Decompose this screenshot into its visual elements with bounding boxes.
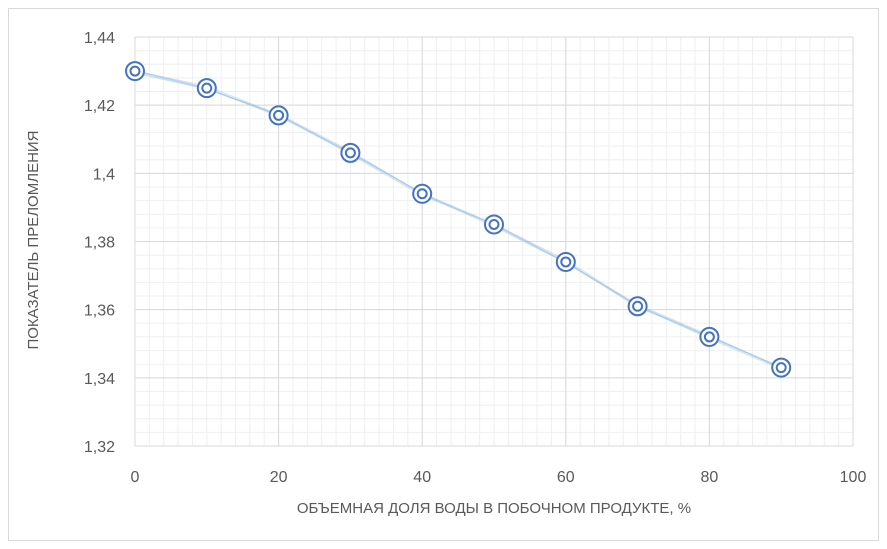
data-point-marker-inner (416, 188, 428, 200)
data-point-marker (196, 78, 217, 99)
y-tick-label: 1,4 (93, 166, 115, 183)
series-line (134, 70, 782, 369)
data-point-marker-inner (488, 218, 500, 230)
y-tick-label: 1,42 (84, 98, 115, 115)
x-tick-label: 40 (413, 469, 431, 486)
x-tick-label: 0 (131, 469, 140, 486)
data-point-marker (555, 251, 576, 272)
data-point-marker (484, 214, 504, 235)
chart-frame (8, 8, 879, 541)
data-point-marker (412, 183, 433, 204)
x-axis-title: ОБЪЕМНАЯ ДОЛЯ ВОДЫ В ПОБОЧНОМ ПРОДУКТЕ, … (297, 500, 691, 517)
x-tick-label: 60 (557, 469, 575, 486)
data-point-marker-inner (703, 331, 715, 343)
data-point-marker (771, 357, 792, 378)
data-point-marker-inner (129, 65, 141, 77)
y-tick-label: 1,38 (84, 235, 115, 252)
series-line (134, 71, 782, 369)
x-tick-label: 20 (270, 469, 288, 486)
data-point-marker (268, 105, 289, 126)
x-tick-label: 100 (840, 469, 867, 486)
x-tick-labels: 0 20 40 60 80 100 (131, 469, 867, 486)
y-tick-label: 1,44 (84, 30, 115, 47)
data-point-marker-inner (201, 82, 213, 94)
data-point-marker-inner (775, 362, 787, 374)
data-point-marker-inner (344, 147, 356, 159)
grid-layer (134, 36, 854, 447)
series-line (134, 72, 782, 369)
data-point-marker-inner (273, 109, 285, 121)
y-tick-labels: 1,32 1,34 1,36 1,38 1,4 1,42 1,44 (84, 30, 115, 456)
lines-layer (134, 69, 782, 370)
data-point-marker-inner (632, 300, 644, 312)
y-tick-label: 1,34 (84, 371, 115, 388)
y-tick-label: 1,36 (84, 303, 115, 320)
data-point-marker (699, 326, 720, 347)
data-point-marker (627, 296, 648, 317)
data-point-marker (125, 61, 145, 82)
data-point-marker (340, 142, 361, 163)
y-tick-label: 1,32 (84, 439, 115, 456)
markers-layer (125, 61, 792, 378)
data-point-marker-inner (560, 256, 572, 268)
y-axis-title: ПОКАЗАТЕЛЬ ПРЕЛОМЛЕНИЯ (25, 130, 42, 349)
series-line (134, 69, 782, 368)
x-tick-label: 80 (701, 469, 719, 486)
